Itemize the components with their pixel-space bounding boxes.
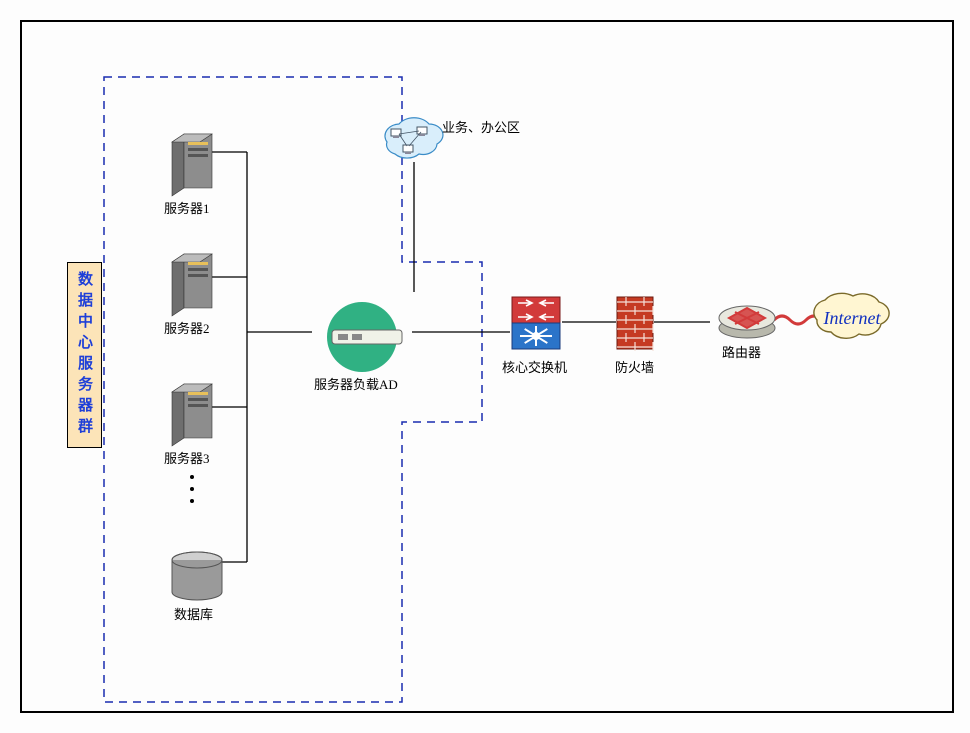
ad-label: 服务器负载AD [314,374,398,393]
switch-label: 核心交换机 [502,357,567,376]
server1-label: 服务器1 [164,198,210,217]
router-label: 路由器 [722,342,761,361]
cloud-top-label: 业务、办公区 [442,117,520,136]
server2-label: 服务器2 [164,318,210,337]
svg-text:Internet: Internet [823,308,882,328]
diagram-canvas: Internet 数据中心服务器群 服务器1 服务器2 服务器3 数据库 服务器… [20,20,954,713]
database-label: 数据库 [174,604,213,623]
server-group-label: 数据中心服务器群 [67,262,102,448]
server3-label: 服务器3 [164,448,210,467]
firewall-label: 防火墙 [615,357,654,376]
